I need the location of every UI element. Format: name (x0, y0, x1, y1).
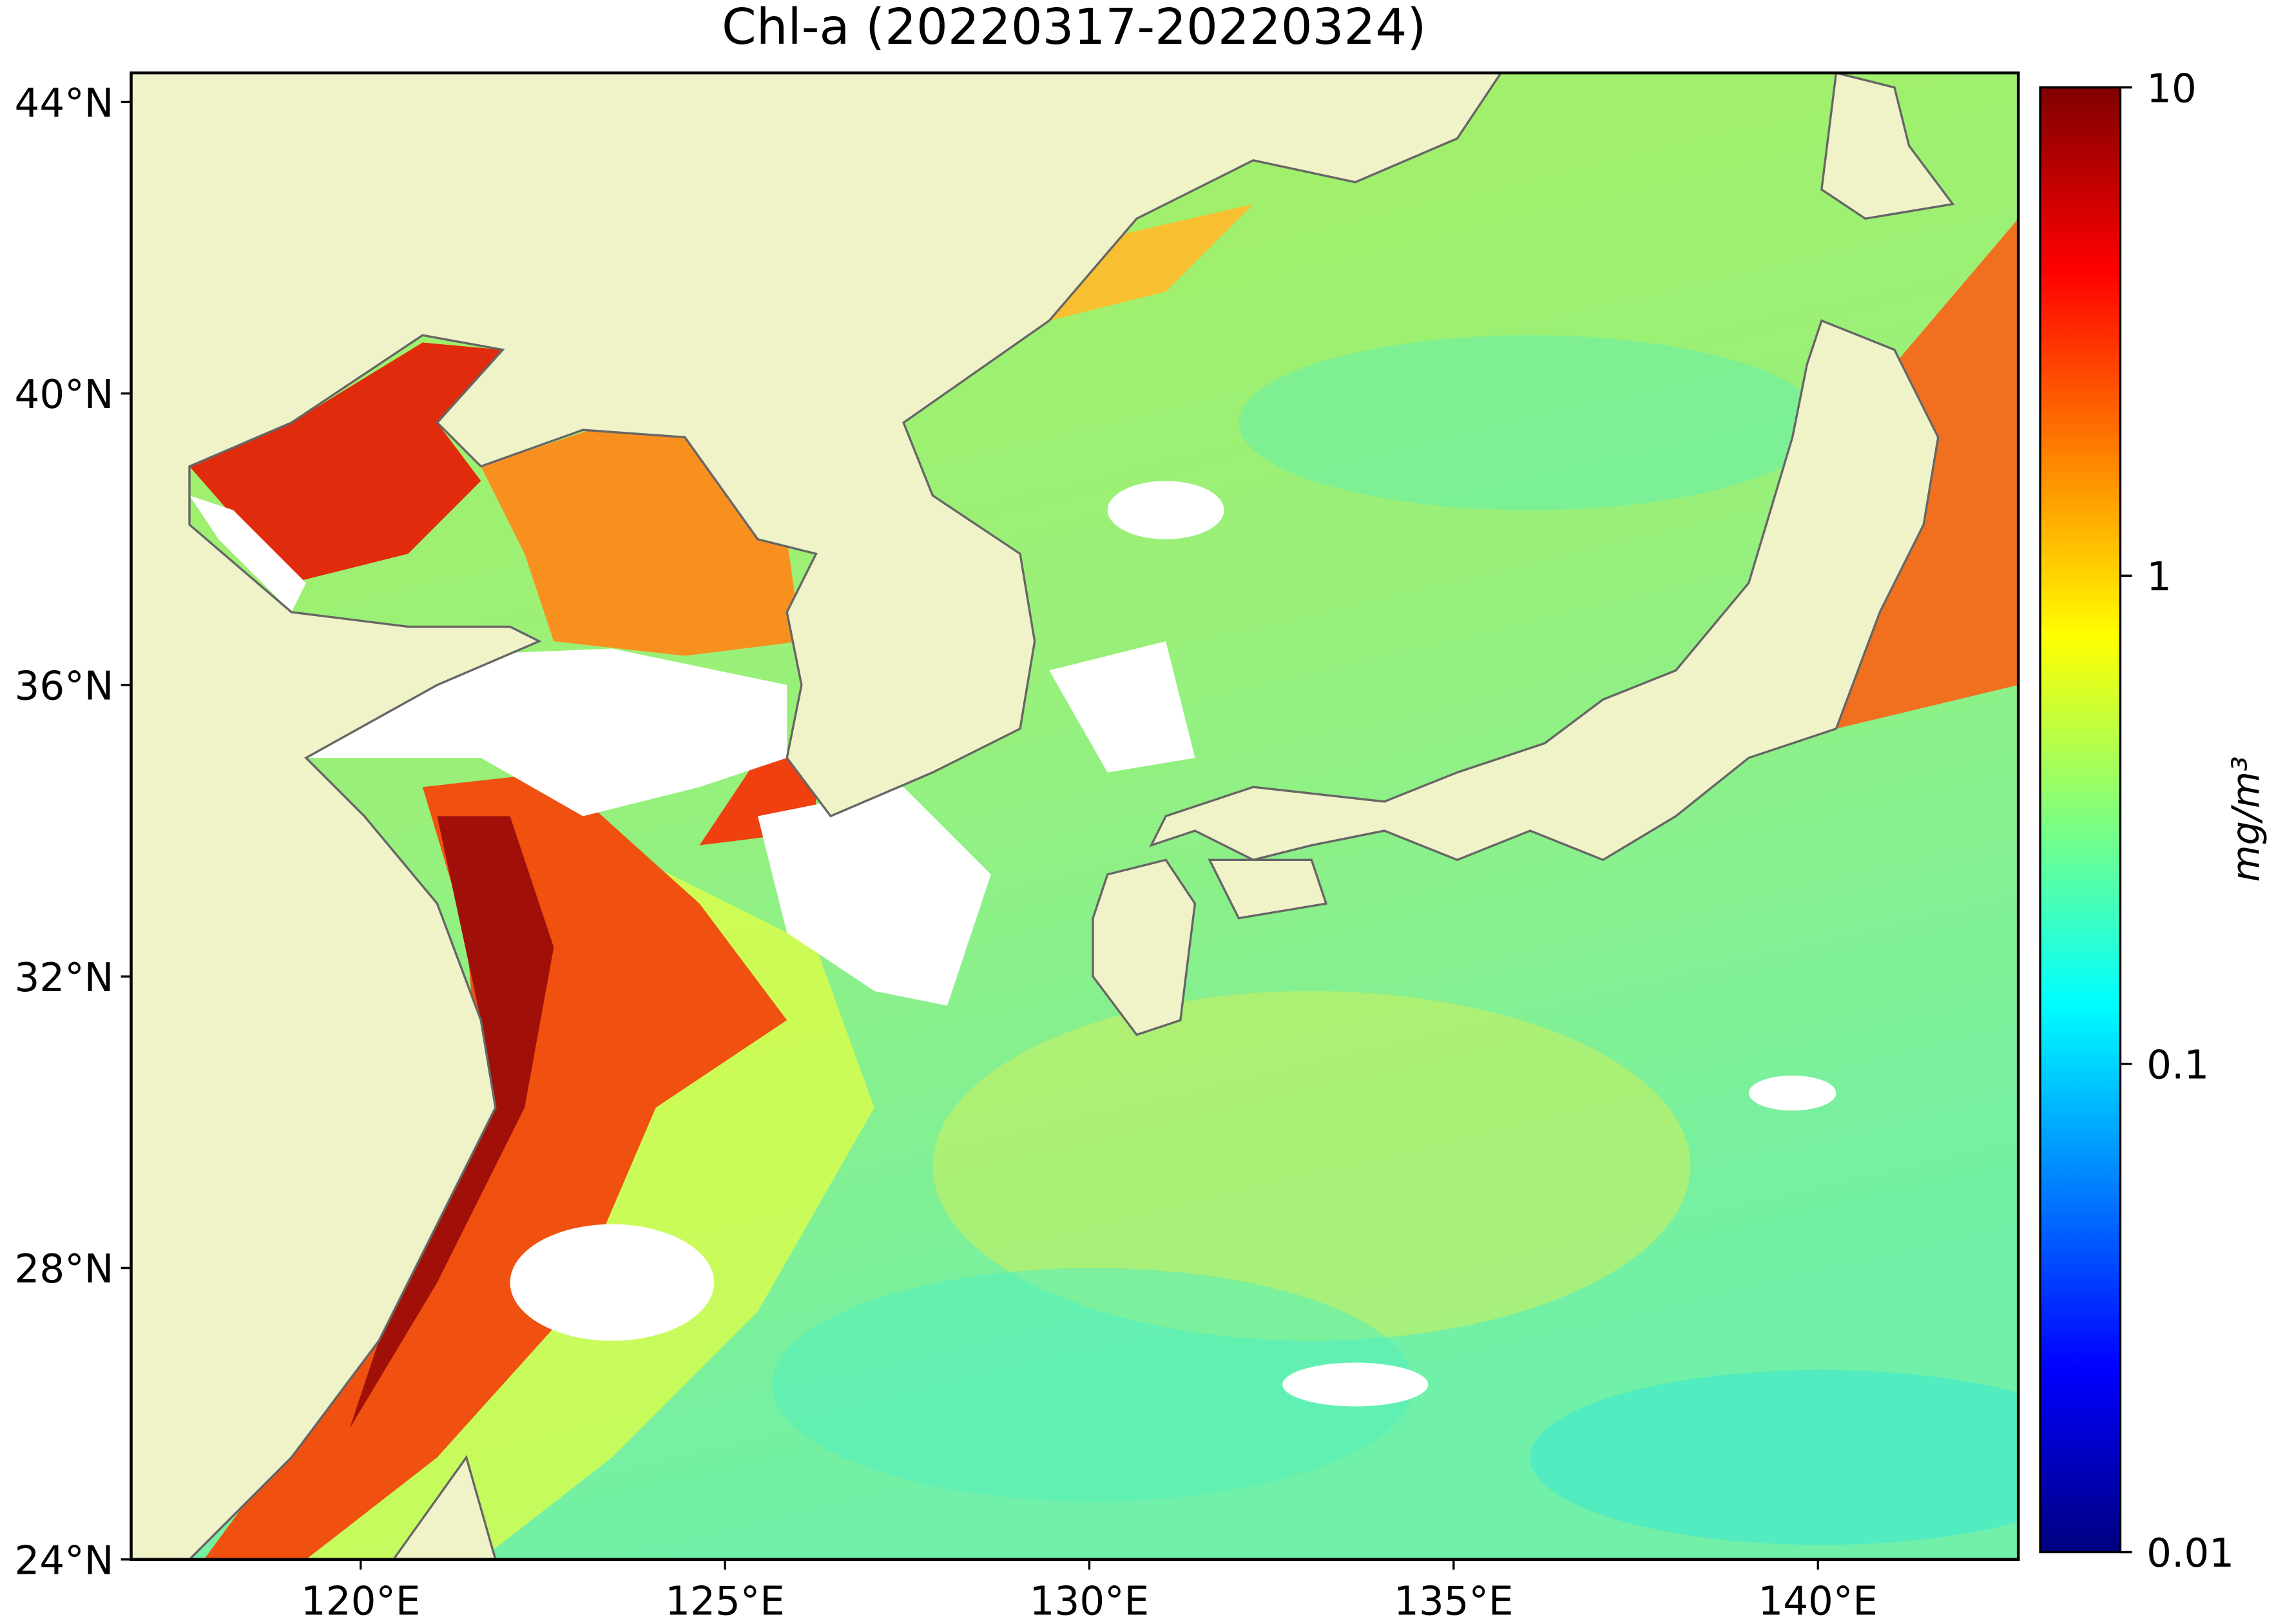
y-tick-label: 32°N (15, 955, 114, 1001)
colorbar-tick-label: 1 (2146, 554, 2172, 600)
x-tick-label: 135°E (1394, 1579, 1514, 1624)
land (131, 73, 1955, 1560)
x-tick-label: 125°E (665, 1579, 785, 1624)
chl-zone (1530, 1369, 2019, 1545)
x-tick-label: 130°E (1030, 1579, 1150, 1624)
chl-zone (1239, 335, 1822, 510)
map-frame (130, 71, 2020, 1561)
y-tick-label: 36°N (15, 664, 114, 710)
x-tick-label: 120°E (301, 1579, 421, 1624)
chl-zone (772, 1268, 1414, 1502)
colorbar-label: mg/m³ (2223, 756, 2268, 882)
colorbar-tick-label: 0.1 (2146, 1043, 2209, 1088)
chart-title: Chl-a (20220317-20220324) (722, 0, 1426, 56)
y-tick-label: 24°N (15, 1538, 114, 1583)
colorbar-tick-label: 10 (2146, 66, 2197, 111)
colorbar-tick-label: 0.01 (2146, 1531, 2234, 1576)
chl-zone (189, 342, 503, 583)
chl-zone (1049, 204, 1253, 321)
chl-zone (932, 991, 1691, 1341)
y-tick-label: 40°N (15, 372, 114, 418)
map-field (131, 73, 2019, 1560)
y-tick-label: 44°N (15, 81, 114, 126)
y-tick-label: 28°N (15, 1246, 114, 1292)
colorbar (2039, 86, 2122, 1554)
x-tick-label: 140°E (1758, 1579, 1878, 1624)
